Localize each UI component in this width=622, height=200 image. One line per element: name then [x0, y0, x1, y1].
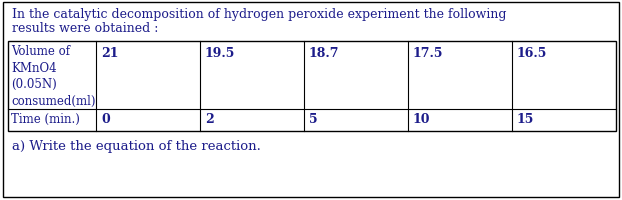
Text: Volume of
KMnO4
(0.05N)
consumed(ml): Volume of KMnO4 (0.05N) consumed(ml) [11, 45, 96, 107]
Bar [8, 42, 616, 131]
Text: 10: 10 [413, 112, 430, 125]
Text: In the catalytic decomposition of hydrogen peroxide experiment the following: In the catalytic decomposition of hydrog… [12, 8, 506, 21]
Text: a) Write the equation of the reaction.: a) Write the equation of the reaction. [12, 139, 261, 152]
Text: 5: 5 [309, 112, 318, 125]
Text: 17.5: 17.5 [413, 47, 443, 60]
Text: results were obtained :: results were obtained : [12, 22, 159, 35]
Text: 19.5: 19.5 [205, 47, 235, 60]
Text: 21: 21 [101, 47, 119, 60]
Text: 16.5: 16.5 [517, 47, 547, 60]
Text: 15: 15 [517, 112, 534, 125]
Text: 2: 2 [205, 112, 214, 125]
Text: Time (min.): Time (min.) [11, 112, 80, 125]
Text: 0: 0 [101, 112, 109, 125]
Text: 18.7: 18.7 [309, 47, 340, 60]
